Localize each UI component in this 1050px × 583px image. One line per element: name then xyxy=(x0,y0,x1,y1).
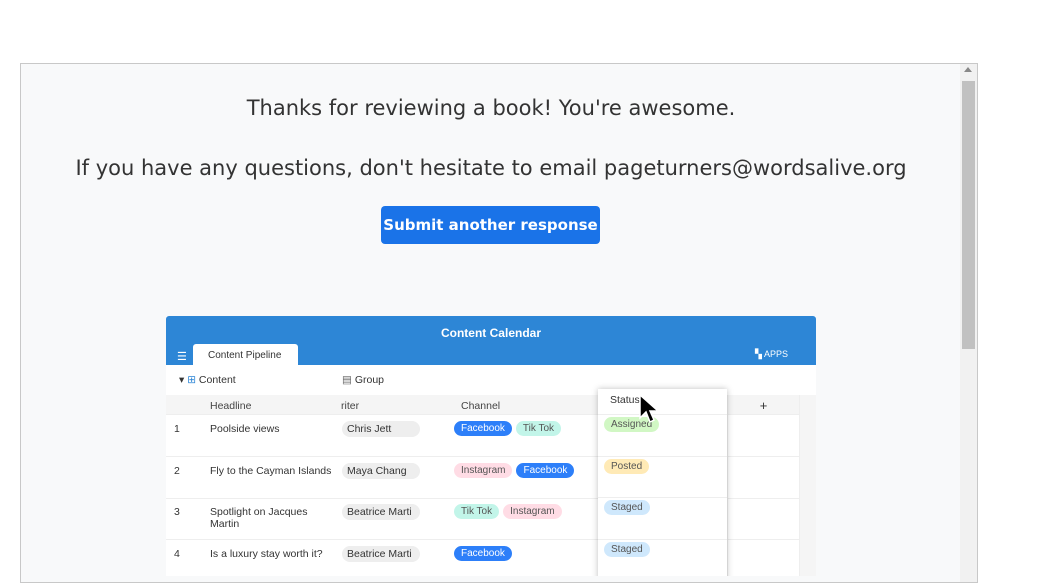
apps-label: APPS xyxy=(763,349,788,359)
row-number: 1 xyxy=(174,423,180,435)
channel-tag: Facebook xyxy=(454,545,512,561)
channel-tag: Instagram xyxy=(503,504,562,519)
row-number: 3 xyxy=(174,506,180,518)
headline-cell: Spotlight on Jacques Martin xyxy=(210,506,308,530)
scrollbar-thumb[interactable] xyxy=(962,81,975,349)
table-row: 3 Spotlight on Jacques Martin Beatrice M… xyxy=(166,498,816,540)
writer-cell: Chris Jett xyxy=(342,421,420,437)
status-tag: Staged xyxy=(604,541,650,557)
channel-tag: Tik Tok xyxy=(454,504,500,519)
col-writer: riter xyxy=(341,400,360,412)
scroll-up-icon[interactable] xyxy=(964,67,972,72)
image-title: Content Calendar xyxy=(440,326,541,340)
table-row: 1 Poolside views Chris Jett Facebook Tik … xyxy=(166,415,816,457)
mouse-cursor-icon xyxy=(639,394,660,424)
row-number: 2 xyxy=(174,464,180,477)
group-icon: ▤ xyxy=(342,374,355,386)
tab-content-pipeline: Content Pipeline xyxy=(193,344,298,365)
writer-cell: Beatrice Marti xyxy=(342,504,420,520)
col-status: Status xyxy=(598,389,727,415)
contact-message: If you have any questions, don't hesitat… xyxy=(75,156,907,180)
thanks-message: Thanks for reviewing a book! You're awes… xyxy=(246,96,736,120)
menu-icon: ☰ xyxy=(177,351,187,363)
group-label: Group xyxy=(354,374,385,386)
add-column-icon: + xyxy=(759,398,768,413)
status-tag: Posted xyxy=(604,458,650,474)
table-row: 4 Is a luxury stay worth it? Beatrice Ma… xyxy=(166,540,816,577)
table-row: 2 Fly to the Cayman Islands Maya Chang I… xyxy=(166,457,816,499)
headline-cell: Poolside views xyxy=(210,423,280,435)
writer-cell: Maya Chang xyxy=(342,462,420,479)
status-tag: Assigned xyxy=(604,417,660,432)
apps-icon: ▚ xyxy=(755,349,764,359)
channel-tag: Tik Tok xyxy=(515,421,562,436)
channel-tag: Instagram xyxy=(454,462,513,478)
caret-down-icon: ▾ xyxy=(179,374,188,386)
col-headline: Headline xyxy=(210,400,252,412)
channel-tag: Facebook xyxy=(516,462,575,478)
headline-cell: Is a luxury stay worth it? xyxy=(210,547,323,560)
scrollbar[interactable] xyxy=(960,64,977,582)
channel-tag: Facebook xyxy=(454,421,512,436)
headline-cell: Fly to the Cayman Islands xyxy=(210,464,332,477)
status-column: Status Assigned Posted Staged Staged xyxy=(598,389,727,576)
content-calendar-image: Content Calendar ☰ Content Pipeline ▚ AP… xyxy=(166,316,816,576)
form-frame: Thanks for reviewing a book! You're awes… xyxy=(20,63,978,583)
col-channel: Channel xyxy=(461,400,501,412)
writer-cell: Beatrice Marti xyxy=(342,545,420,562)
submit-another-response-button[interactable]: Submit another response xyxy=(381,206,600,244)
row-number: 4 xyxy=(174,547,180,560)
status-tag: Staged xyxy=(604,500,650,515)
grid-icon: ⊞ xyxy=(187,374,199,386)
image-header: Content Calendar ☰ Content Pipeline ▚ AP… xyxy=(166,316,816,365)
table-name: Content xyxy=(198,374,236,386)
